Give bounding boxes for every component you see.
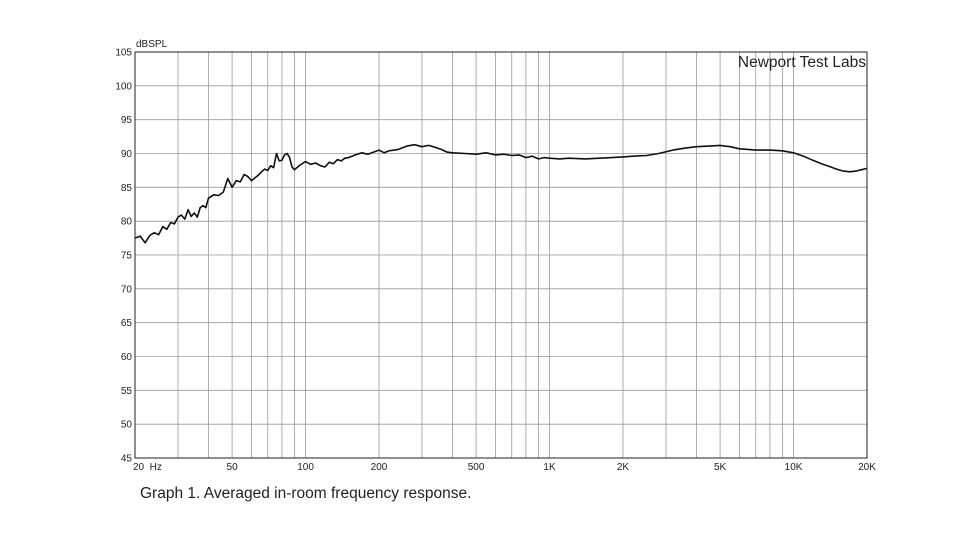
y-tick-labels: 45 50 55 60 65 70 75 80 85 90 95 100 105 bbox=[115, 48, 132, 465]
newport-test-labs-label: Newport Test Labs bbox=[738, 54, 866, 71]
x-tick-label: 20K bbox=[858, 462, 876, 473]
x-tick-label: 2K bbox=[617, 462, 630, 473]
y-tick-label: 100 bbox=[115, 81, 132, 92]
x-tick-label: 200 bbox=[371, 462, 388, 473]
series-layer bbox=[134, 143, 868, 244]
y-tick-label: 90 bbox=[121, 149, 133, 160]
y-tick-label: 85 bbox=[121, 183, 133, 194]
y-tick-label: 45 bbox=[121, 454, 133, 465]
y-axis-title: dBSPL bbox=[136, 39, 168, 50]
x-tick-label: 100 bbox=[297, 462, 314, 473]
frequency-response-line bbox=[134, 143, 868, 244]
x-tick-label: 20 Hz bbox=[133, 462, 162, 473]
x-tick-label: 5K bbox=[714, 462, 727, 473]
x-tick-label: 50 bbox=[227, 462, 239, 473]
y-tick-label: 70 bbox=[121, 284, 133, 295]
y-tick-label: 60 bbox=[121, 352, 133, 363]
graph-caption: Graph 1. Averaged in-room frequency resp… bbox=[140, 485, 472, 502]
x-tick-label: 10K bbox=[785, 462, 803, 473]
y-tick-label: 95 bbox=[121, 115, 133, 126]
y-tick-label: 75 bbox=[121, 251, 133, 262]
grid-lines bbox=[134, 51, 868, 459]
y-tick-label: 65 bbox=[121, 318, 133, 329]
y-tick-label: 50 bbox=[121, 420, 133, 431]
x-tick-label: 500 bbox=[468, 462, 485, 473]
y-tick-label: 55 bbox=[121, 386, 133, 397]
y-tick-label: 80 bbox=[121, 217, 133, 228]
x-tick-label: 1K bbox=[543, 462, 556, 473]
y-tick-label: 105 bbox=[115, 48, 132, 59]
plot-frame bbox=[134, 51, 868, 459]
x-tick-labels: 20 Hz 50 100 200 500 1K 2K 5K 10K 20K bbox=[133, 462, 876, 473]
